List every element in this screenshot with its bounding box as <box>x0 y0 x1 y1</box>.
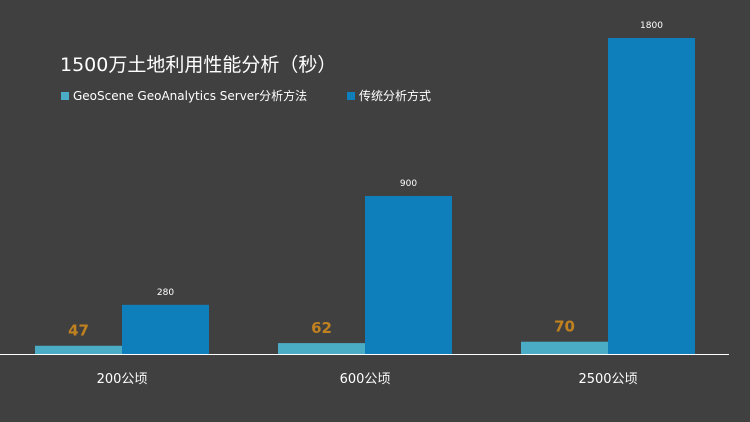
bar-traditional-600 <box>365 196 452 354</box>
bar-geoscene-2500 <box>521 341 608 354</box>
bar-geoscene-600 <box>278 343 365 354</box>
legend-label-geoscene: GeoScene GeoAnalytics Server分析方法 <box>73 88 307 103</box>
category-label-600: 600公顷 <box>340 372 391 387</box>
value-label-geoscene-600: 62 <box>311 319 332 337</box>
value-label-traditional-2500: 1800 <box>640 21 663 31</box>
legend-label-traditional: 传统分析方式 <box>359 88 431 103</box>
chart-title: 1500万土地利用性能分析（秒） <box>60 54 336 76</box>
bar-traditional-200 <box>122 304 209 354</box>
category-labels: 200公顷 600公顷 2500公顷 <box>97 372 638 387</box>
bar-traditional-2500 <box>608 38 695 354</box>
legend-swatch-traditional <box>347 92 355 100</box>
value-labels: 47 280 62 900 70 1800 <box>68 21 663 340</box>
bar-geoscene-200 <box>35 345 122 354</box>
value-label-geoscene-2500: 70 <box>554 318 575 336</box>
value-label-traditional-200: 280 <box>157 288 174 298</box>
value-label-geoscene-200: 47 <box>68 322 89 340</box>
legend-swatch-geoscene <box>61 92 69 100</box>
category-label-2500: 2500公顷 <box>578 372 637 387</box>
legend: GeoScene GeoAnalytics Server分析方法 传统分析方式 <box>61 88 431 103</box>
value-label-traditional-600: 900 <box>400 179 417 189</box>
bars <box>35 38 695 354</box>
category-label-200: 200公顷 <box>97 372 148 387</box>
